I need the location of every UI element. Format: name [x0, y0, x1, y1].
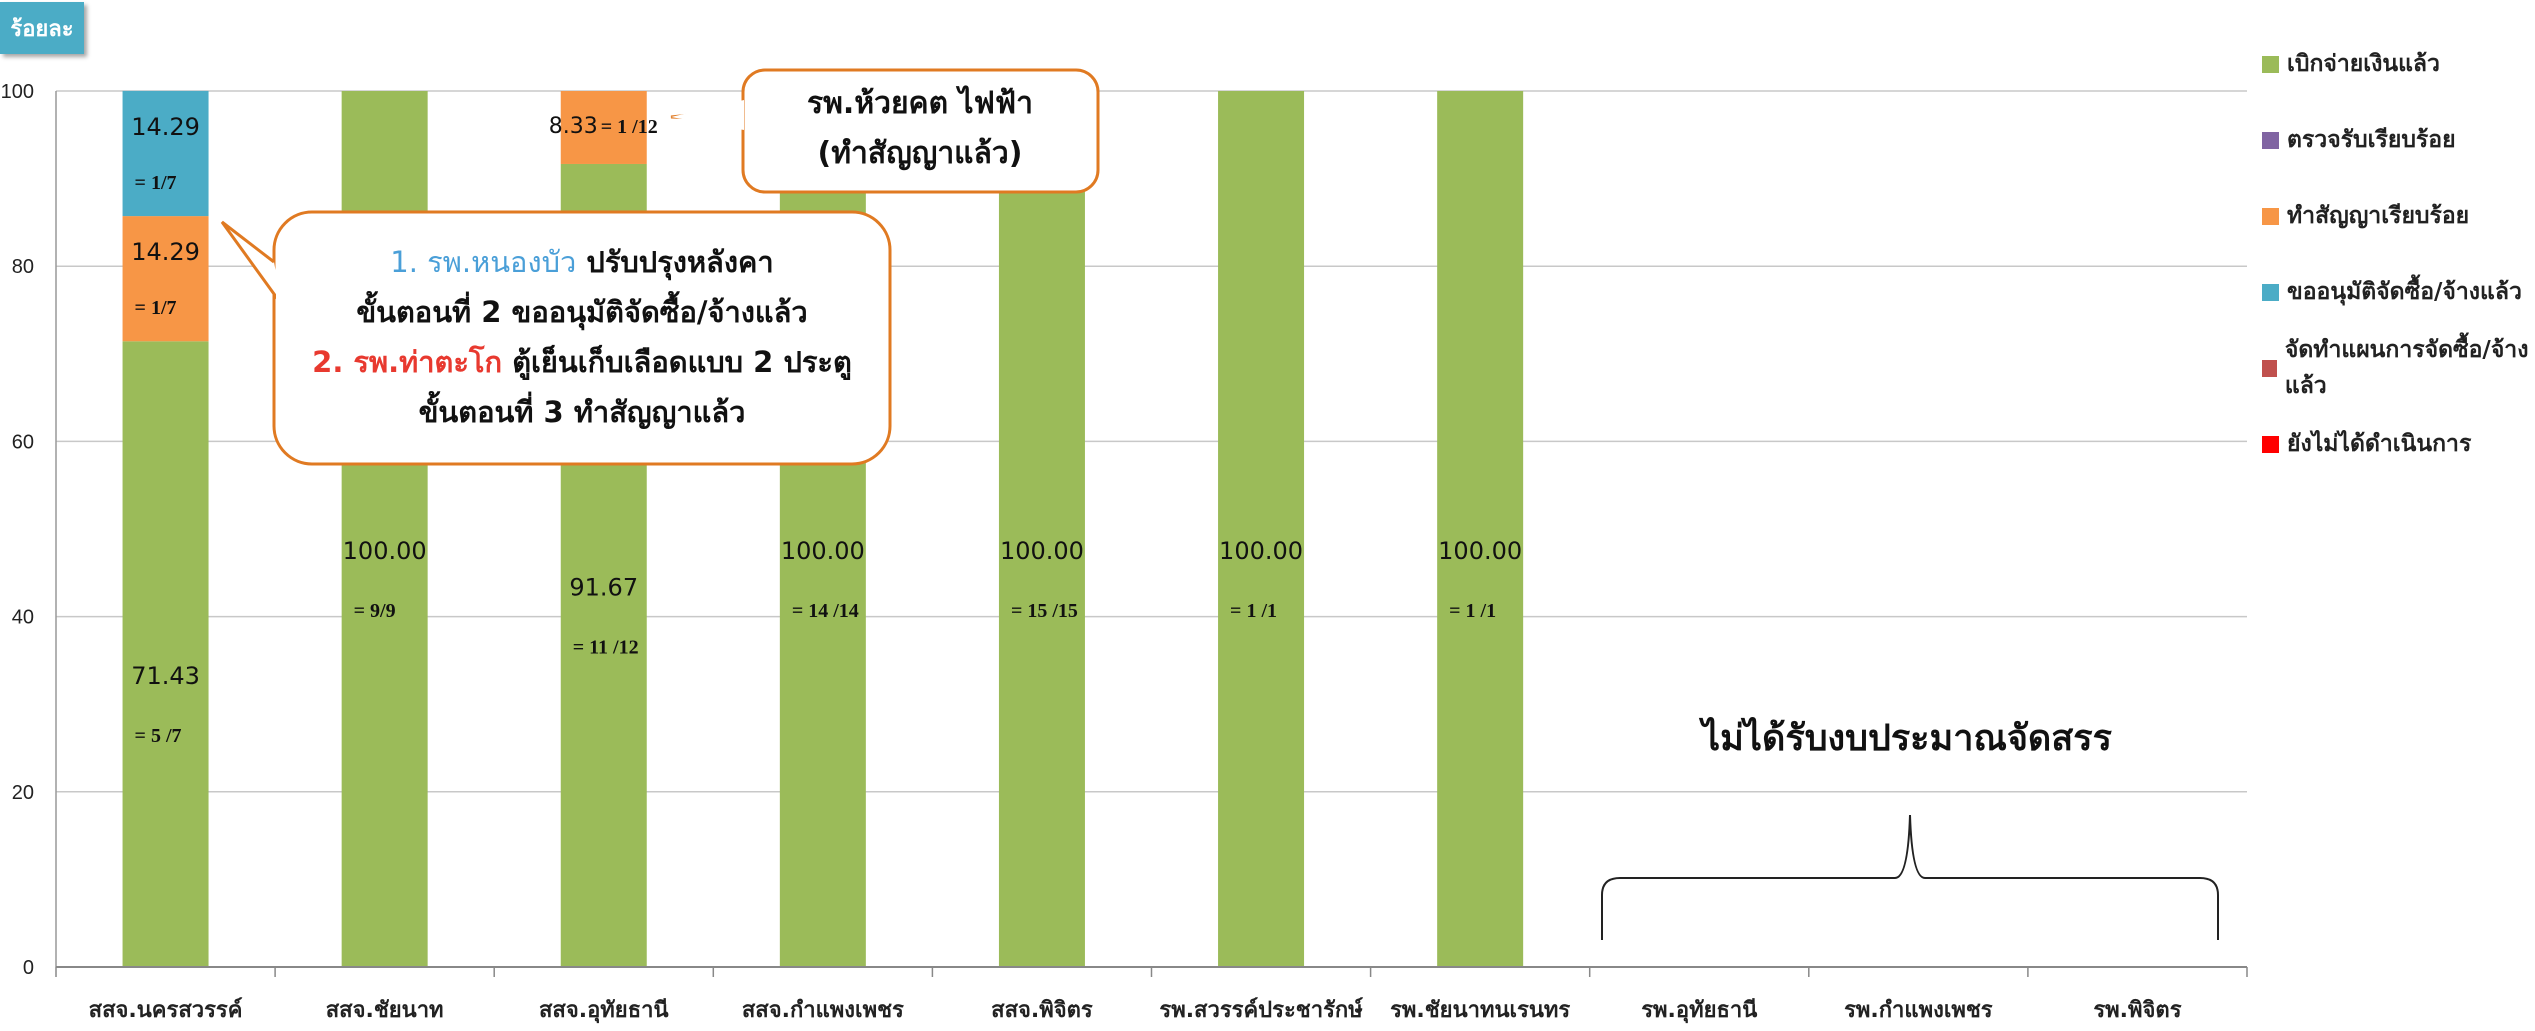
y-tick-label: 60: [12, 431, 34, 453]
legend-label: ทำสัญญาเรียบร้อย: [2287, 203, 2470, 229]
y-tick-label: 20: [12, 782, 34, 804]
x-tick-label: สสจ.อุทัยธานี: [539, 998, 669, 1024]
y-axis: 0 20 40 60 80 100: [1, 81, 57, 979]
no-budget-brace: [1601, 814, 2219, 940]
fraction-label: = 1 /1: [1449, 600, 1496, 622]
x-tick-label: สสจ.ชัยนาท: [326, 998, 444, 1023]
fraction-label: = 14 /14: [792, 600, 859, 622]
callout-main-line1: 1. รพ.หนองบัว ปรับปรุงหลังคา: [390, 245, 773, 280]
callout-main-box: [272, 210, 892, 466]
fraction-label: = 9/9: [354, 600, 396, 622]
callout-main-line2: ขั้นตอนที่ 2 ขออนุมัติจัดซื้อ/จ้างแล้ว: [356, 290, 807, 330]
legend-label: จัดทำแผนการจัดซื้อ/จ้างแล้ว: [2284, 337, 2529, 399]
legend-item: ยังไม่ได้ดำเนินการ: [2262, 406, 2535, 482]
bar-segment: [122, 341, 209, 967]
legend-swatch: [2262, 207, 2279, 225]
legend-item: จัดทำแผนการจัดซื้อ/จ้างแล้ว: [2262, 330, 2535, 406]
callout-main-line3-rest: ตู้เย็นเก็บเลือดแบบ 2 ประตู: [502, 344, 852, 380]
bar-segment: [1218, 91, 1305, 967]
legend-item: เบิกจ่ายเงินแล้ว: [2262, 26, 2535, 102]
y-tick-label: 40: [12, 607, 34, 629]
x-tick-label: สสจ.นครสวรรค์: [89, 997, 243, 1023]
y-tick-label: 0: [23, 957, 34, 979]
data-label: 100.00: [1000, 537, 1084, 565]
legend-item: ตรวจรับเรียบร้อย: [2262, 102, 2535, 178]
callout-main-line4: ขั้นตอนที่ 3 ทำสัญญาแล้ว: [419, 390, 746, 430]
callout-top-line2: (ทำสัญญาแล้ว): [818, 136, 1023, 171]
legend: เบิกจ่ายเงินแล้วตรวจรับเรียบร้อยทำสัญญาเ…: [2262, 26, 2535, 482]
bar-segment: [560, 91, 647, 164]
data-label: 100.00: [781, 537, 865, 565]
data-label: 100.00: [1438, 537, 1522, 565]
legend-item: ทำสัญญาเรียบร้อย: [2262, 178, 2535, 254]
y-tick-label: 100: [1, 81, 34, 103]
data-label: 14.29: [131, 113, 200, 141]
x-tick-label: รพ.พิจิตร: [2093, 998, 2181, 1023]
data-label: 14.29: [131, 238, 200, 266]
legend-item: ขออนุมัติจัดซื้อ/จ้างแล้ว: [2262, 254, 2535, 330]
x-tick-label: รพ.ชัยนาทนเรนทร: [1390, 998, 1570, 1023]
callout-top-line1: รพ.ห้วยคต ไฟฟ้า: [807, 85, 1033, 121]
annotations: รพ.ห้วยคต ไฟฟ้า (ทำสัญญาแล้ว) 1. รพ.หนองบั…: [220, 68, 2219, 940]
data-label: 100.00: [1219, 537, 1303, 565]
hospital-name-nongbua: 1. รพ.หนองบัว: [390, 245, 576, 279]
x-tick-label: รพ.สวรรค์ประชารักษ์: [1159, 997, 1363, 1023]
legend-swatch: [2262, 131, 2279, 149]
data-label: 8.33: [549, 114, 598, 139]
data-label: 71.43: [131, 662, 200, 690]
bar-segment: [122, 216, 209, 342]
legend-label: ยังไม่ได้ดำเนินการ: [2287, 431, 2472, 457]
hospital-name-thatako: 2. รพ.ท่าตะโก: [312, 344, 502, 379]
data-label: 100.00: [343, 537, 427, 565]
bar-segment: [998, 91, 1085, 967]
x-tick-label: รพ.กำแพงเพชร: [1844, 998, 1993, 1023]
y-tick-label: 80: [12, 256, 34, 278]
legend-label: เบิกจ่ายเงินแล้ว: [2287, 51, 2440, 77]
x-tick-label: สสจ.กำแพงเพชร: [742, 998, 904, 1023]
fraction-label: = 5 /7: [135, 725, 182, 747]
bar-segment: [122, 90, 209, 217]
legend-label: ตรวจรับเรียบร้อย: [2287, 127, 2456, 153]
callout-main-pointer: [220, 220, 284, 306]
legend-swatch: [2262, 359, 2277, 377]
callout-main-line1-rest: ปรับปรุงหลังคา: [576, 245, 773, 280]
unit-label: ร้อยละ: [0, 2, 84, 54]
fraction-label: = 1 /12: [601, 116, 658, 138]
data-label: 91.67: [569, 573, 638, 601]
callout-top-pointer-fill: [671, 100, 744, 130]
callout-top-box: [741, 68, 1100, 194]
legend-swatch: [2262, 435, 2279, 453]
fraction-label: = 11 /12: [573, 636, 639, 658]
x-tick-label: สสจ.พิจิตร: [991, 998, 1093, 1023]
fraction-label: = 1/7: [135, 297, 177, 319]
x-tick-label: รพ.อุทัยธานี: [1641, 998, 1757, 1024]
no-budget-label: ไม่ได้รับงบประมาณจัดสรร: [1698, 716, 2113, 759]
fraction-label: = 15 /15: [1011, 600, 1078, 622]
callout-main-line3: 2. รพ.ท่าตะโก ตู้เย็นเก็บเลือดแบบ 2 ประต…: [312, 344, 852, 380]
legend-swatch: [2262, 55, 2279, 73]
fraction-label: = 1/7: [135, 172, 177, 194]
legend-label: ขออนุมัติจัดซื้อ/จ้างแล้ว: [2287, 279, 2522, 305]
bar-segment: [1437, 91, 1524, 967]
x-axis: สสจ.นครสวรรค์ สสจ.ชัยนาท สสจ.อุทัยธานี สสจ.…: [55, 966, 2248, 1024]
legend-swatch: [2262, 283, 2279, 301]
callout-main-pointer-mask: [276, 258, 288, 308]
fraction-label: = 1 /1: [1230, 600, 1277, 622]
